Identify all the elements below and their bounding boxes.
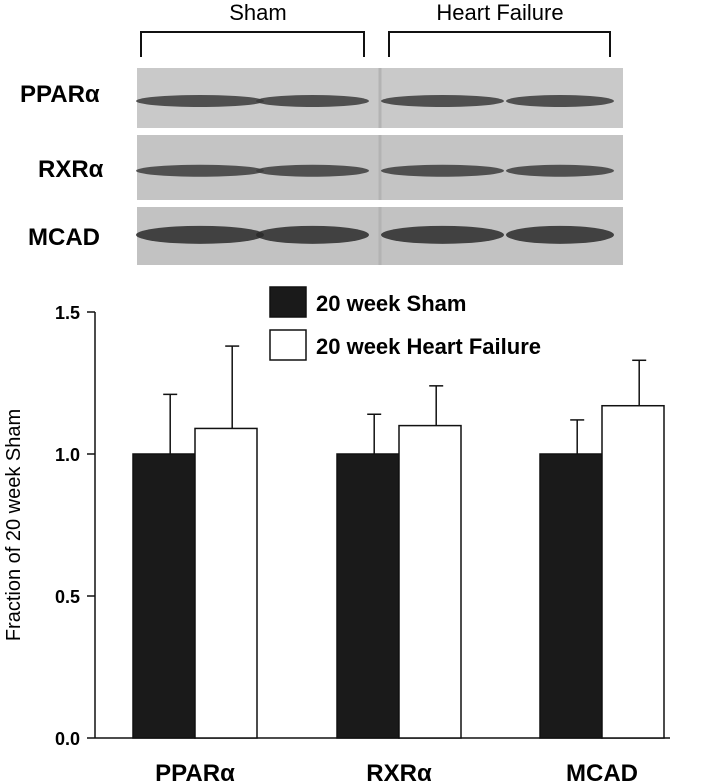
group-label-sham: Sham <box>229 0 286 25</box>
blot-band-0-3 <box>506 95 614 107</box>
y-tick-label: 1.0 <box>55 445 80 465</box>
group-label-heart-failure: Heart Failure <box>436 0 563 25</box>
legend-swatch-heart-failure <box>269 329 307 361</box>
bar <box>539 453 603 739</box>
blot-band-1-2 <box>381 164 504 177</box>
blot-row-label-rxra: RXRα <box>38 156 104 183</box>
legend-label-sham: 20 week Sham <box>316 291 466 316</box>
x-category-label: PPARα <box>155 760 235 783</box>
blot-band-2-3 <box>506 225 614 244</box>
blot-band-1-3 <box>506 164 614 177</box>
x-category-labels: PPARα RXRα MCAD <box>155 760 638 783</box>
blot-band-0-1 <box>256 95 369 107</box>
y-tick-label: 1.5 <box>55 303 80 323</box>
blot-band-0-2 <box>381 95 504 107</box>
blot-group-brackets: Sham Heart Failure <box>140 0 611 57</box>
bracket-heart-failure <box>388 31 611 57</box>
western-blot: PPARα RXRα MCAD <box>20 68 623 265</box>
x-category-label: MCAD <box>566 760 638 783</box>
bars <box>132 345 665 739</box>
blot-band-0-0 <box>136 95 264 107</box>
blot-row-label-mcad: MCAD <box>28 224 100 251</box>
y-axis-title: Fraction of 20 week Sham <box>3 409 25 641</box>
bracket-sham <box>140 31 365 57</box>
legend-swatch-sham <box>269 286 307 318</box>
blot-row-label-ppara: PPARα <box>20 81 100 108</box>
bar <box>194 427 258 739</box>
blot-band-1-1 <box>256 164 369 177</box>
y-tick-label: 0.5 <box>55 587 80 607</box>
bar <box>336 453 400 739</box>
blot-band-1-0 <box>136 164 264 177</box>
bar <box>601 404 665 739</box>
legend: 20 week Sham 20 week Heart Failure <box>269 286 541 361</box>
legend-label-heart-failure: 20 week Heart Failure <box>316 334 541 359</box>
x-category-label: RXRα <box>366 760 432 783</box>
y-tick-label: 0.0 <box>55 729 80 749</box>
bar <box>132 453 196 739</box>
y-ticks: 0.0 0.5 1.0 1.5 <box>55 303 95 749</box>
blot-band-2-2 <box>381 225 504 244</box>
blot-band-2-1 <box>256 225 369 244</box>
bar <box>398 424 462 739</box>
blot-band-2-0 <box>136 225 264 244</box>
